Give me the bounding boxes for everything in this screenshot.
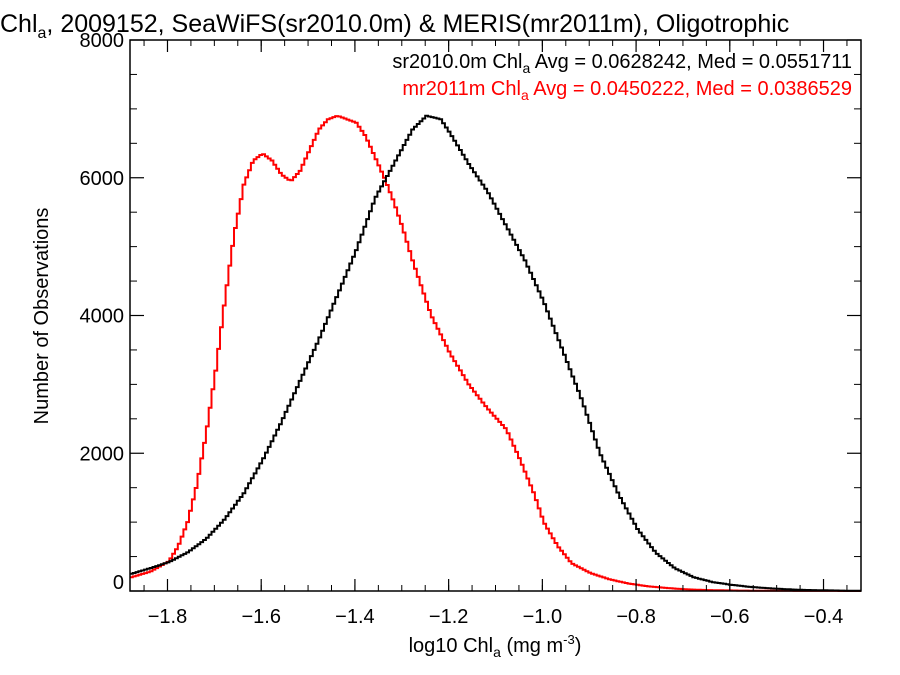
x-tick-label: −0.8 — [616, 606, 655, 628]
legend-stat-mr2011m: mr2011m Chla Avg = 0.0450222, Med = 0.03… — [402, 78, 852, 103]
y-tick-label: 4000 — [80, 306, 125, 328]
legend-stat-sr2010.0m: sr2010.0m Chla Avg = 0.0628242, Med = 0.… — [392, 51, 852, 76]
y-axis-label: Number of Observations — [31, 208, 53, 425]
x-tick-label: −1.8 — [148, 606, 187, 628]
series-sr2010.0m-line — [130, 114, 861, 592]
plot-frame — [129, 39, 862, 592]
x-tick-label: −0.6 — [710, 606, 749, 628]
x-tick-label: −0.4 — [804, 606, 843, 628]
x-tick-label: −1.2 — [429, 606, 468, 628]
x-tick-label: −1.4 — [335, 606, 374, 628]
y-tick-label: 2000 — [80, 443, 125, 465]
x-tick-label: −1.6 — [241, 606, 280, 628]
series-mr2011m-line — [130, 115, 861, 592]
x-axis-label: log10 Chla (mg m-3) — [409, 632, 582, 660]
x-tick-label: −1.0 — [523, 606, 562, 628]
y-tick-label: 0 — [113, 572, 124, 594]
y-tick-label: 8000 — [80, 30, 125, 52]
y-tick-label: 6000 — [80, 168, 125, 190]
chart-title: Chla, 2009152, SeaWiFS(sr2010.0m) & MERI… — [0, 10, 790, 40]
